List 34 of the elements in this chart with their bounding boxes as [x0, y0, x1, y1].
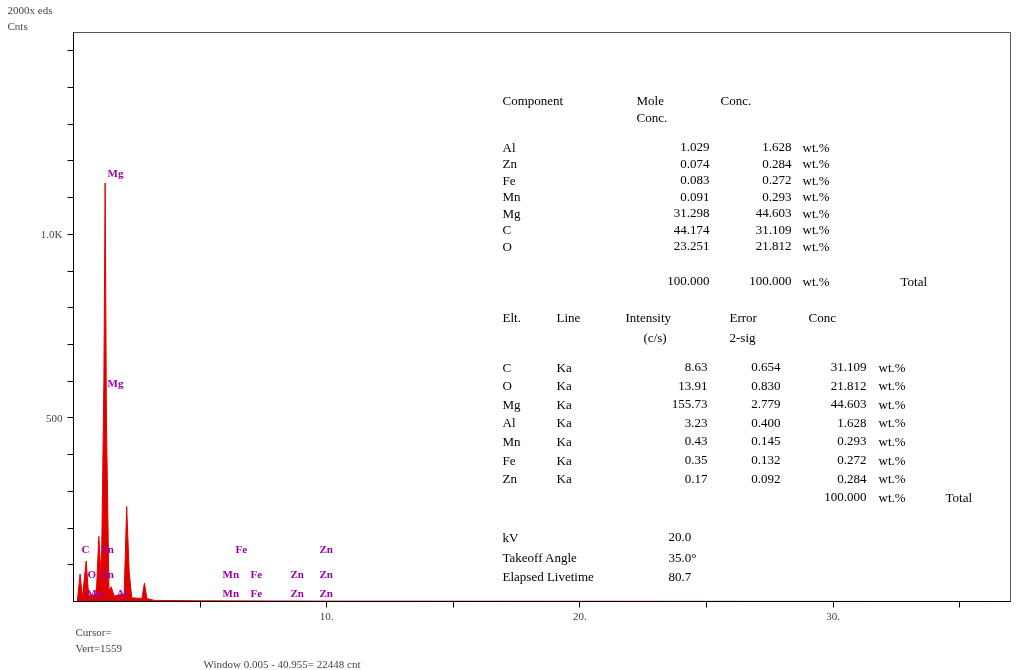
text: 100.000 100.000 wt.% Total — [667, 273, 928, 289]
text: O Ka 13.91 0.830 21.812 wt.% — [502, 377, 906, 394]
text: Fe 0.083 0.272 wt.% — [502, 172, 830, 188]
text: Takeoff Angle 35.0° — [502, 549, 697, 565]
y-axis-title: Cnts — [7, 19, 28, 32]
text: Elapsed Livetime 80.7 — [502, 568, 692, 585]
x-tick-label: 20. — [573, 609, 588, 622]
text: Vert=1559 Window 0.005 - 40.955= 22448 cnt — [75, 641, 361, 670]
text: Al 1.029 1.628 wt.% — [502, 139, 830, 155]
text: 100.000 wt.% Total — [824, 489, 973, 505]
text: Mn 0.091 0.293 wt.% — [502, 188, 830, 205]
chart-title: 2000x eds — [7, 3, 53, 16]
text: Mg Ka 155.73 2.779 44.603 wt.% — [502, 396, 906, 412]
text: O 23.251 21.812 wt.% — [502, 238, 830, 254]
x-tick-label: 30. — [826, 609, 841, 622]
x-tick-label: 10. — [319, 609, 334, 622]
annotation: Mg — [107, 166, 124, 179]
text: C 44.174 31.109 wt.% — [502, 221, 830, 238]
text: Component Mole Conc. — [502, 93, 752, 109]
annotation: Conc. — [636, 109, 668, 125]
y-tick-label: 1.0K — [40, 228, 63, 241]
text: (c/s) 2-sig — [643, 329, 756, 345]
text: Elt. Line Intensity Error Conc — [502, 310, 836, 326]
text: Mn Ka 0.43 0.145 0.293 wt.% — [502, 433, 906, 449]
text: Fe Ka 0.35 0.132 0.272 wt.% — [502, 452, 906, 468]
text: Zn Ka 0.17 0.092 0.284 wt.% — [502, 470, 906, 487]
text: kV 20.0 — [502, 529, 692, 545]
text: C Ka 8.63 0.654 31.109 wt.% — [502, 359, 906, 375]
y-tick-label: 500 — [46, 411, 63, 424]
text: Mg 31.298 44.603 wt.% — [502, 205, 830, 221]
annotation: Mg — [107, 376, 124, 389]
text: Cursor= — [75, 625, 112, 638]
text: Zn 0.074 0.284 wt.% — [502, 155, 830, 172]
text: Al Ka 3.23 0.400 1.628 wt.% — [502, 414, 906, 431]
